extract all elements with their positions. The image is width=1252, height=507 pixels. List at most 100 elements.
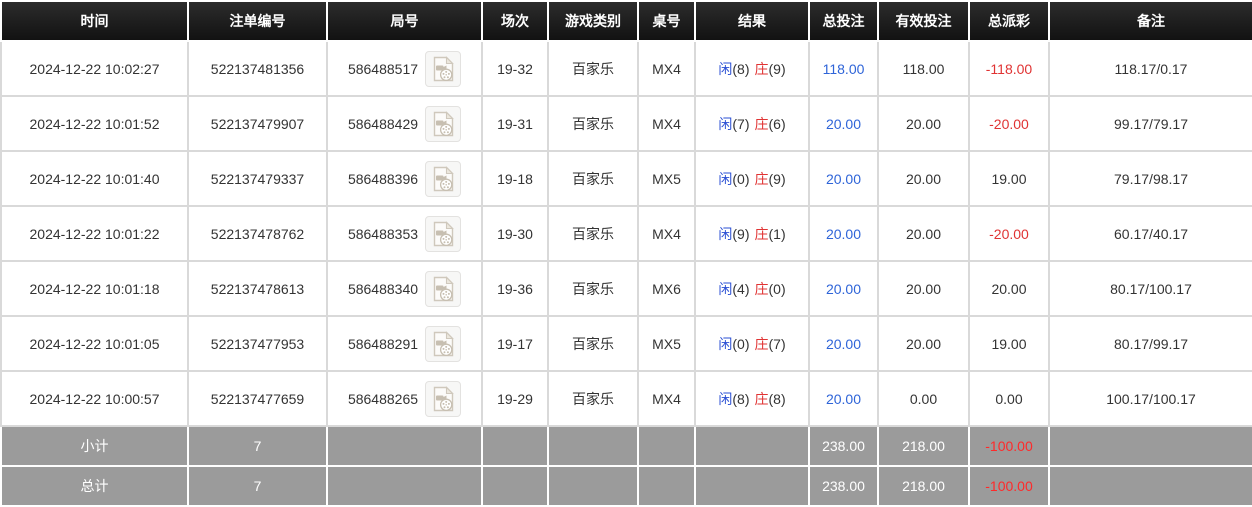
- result-player-score: (8): [732, 390, 750, 407]
- table-footer: 小计 7 238.00 218.00 -100.00 总计 7: [0, 425, 1252, 507]
- game-type-cell: 百家乐: [547, 315, 639, 372]
- game-type-cell: 百家乐: [547, 95, 639, 152]
- total-empty-result: [694, 465, 810, 507]
- payout-cell: -20.00: [968, 205, 1050, 262]
- payout-value: 0.00: [995, 390, 1023, 407]
- video-replay-button[interactable]: [425, 325, 462, 362]
- result-cell: 闲(9) 庄(1): [694, 205, 810, 262]
- result-banker-score: (7): [768, 335, 786, 352]
- result-cell: 闲(7) 庄(6): [694, 95, 810, 152]
- payout-cell: 19.00: [968, 315, 1050, 372]
- subtotal-empty-remark: [1048, 425, 1252, 467]
- result-player-score: (7): [732, 115, 750, 132]
- subtotal-count: 7: [187, 425, 328, 467]
- table-row: 2024-12-22 10:01:22 522137478762 5864883…: [0, 205, 1252, 262]
- total-bet-value[interactable]: 20.00: [825, 115, 862, 132]
- table-row: 2024-12-22 10:00:57 522137477659 5864882…: [0, 370, 1252, 427]
- result-banker-score: (9): [768, 60, 786, 77]
- total-bet-value[interactable]: 20.00: [825, 390, 862, 407]
- remark-cell: 80.17/99.17: [1048, 315, 1252, 372]
- header-payout: 总派彩: [968, 0, 1050, 42]
- bet-id-cell: 522137479907: [187, 95, 328, 152]
- table-row: 2024-12-22 10:02:27 522137481356 5864885…: [0, 40, 1252, 97]
- result-banker-label: 庄: [754, 335, 769, 352]
- total-bet-value[interactable]: 20.00: [825, 170, 862, 187]
- header-bet-id: 注单编号: [187, 0, 328, 42]
- subtotal-empty-round: [326, 425, 483, 467]
- video-replay-icon: [433, 165, 454, 191]
- round-number: 586488265: [347, 390, 419, 407]
- valid-bet-cell: 20.00: [877, 205, 970, 262]
- round-number: 586488353: [347, 225, 419, 242]
- table-no-cell: MX6: [637, 260, 696, 317]
- total-bet-value[interactable]: 20.00: [825, 225, 862, 242]
- total-label: 总计: [0, 465, 189, 507]
- valid-bet-cell: 20.00: [877, 260, 970, 317]
- result-cell: 闲(8) 庄(9): [694, 40, 810, 97]
- remark-cell: 100.17/100.17: [1048, 370, 1252, 427]
- result-player-score: (8): [732, 60, 750, 77]
- subtotal-empty-result: [694, 425, 810, 467]
- bet-id-cell: 522137478762: [187, 205, 328, 262]
- payout-value: 19.00: [991, 335, 1027, 352]
- total-bet-value[interactable]: 118.00: [822, 60, 865, 77]
- video-replay-button[interactable]: [425, 215, 462, 252]
- subtotal-valid-bet: 218.00: [877, 425, 970, 467]
- result-banker-label: 庄: [754, 115, 769, 132]
- total-bet-cell: 20.00: [808, 150, 879, 207]
- subtotal-payout: -100.00: [968, 425, 1050, 467]
- subtotal-label: 小计: [0, 425, 189, 467]
- video-replay-button[interactable]: [425, 270, 462, 307]
- result-player-label: 闲: [718, 225, 733, 242]
- video-replay-icon: [433, 385, 454, 411]
- bet-id-cell: 522137481356: [187, 40, 328, 97]
- total-payout: -100.00: [968, 465, 1050, 507]
- result-banker-label: 庄: [754, 60, 769, 77]
- total-bet-cell: 20.00: [808, 95, 879, 152]
- video-replay-button[interactable]: [425, 380, 462, 417]
- video-replay-button[interactable]: [425, 160, 462, 197]
- result-banker-score: (9): [768, 170, 786, 187]
- session-cell: 19-17: [481, 315, 549, 372]
- round-cell: 586488353: [326, 205, 483, 262]
- time-cell: 2024-12-22 10:01:22: [0, 205, 189, 262]
- total-bet-cell: 20.00: [808, 315, 879, 372]
- game-type-cell: 百家乐: [547, 40, 639, 97]
- bet-id-cell: 522137477953: [187, 315, 328, 372]
- session-cell: 19-31: [481, 95, 549, 152]
- remark-cell: 118.17/0.17: [1048, 40, 1252, 97]
- session-cell: 19-30: [481, 205, 549, 262]
- table-body: 2024-12-22 10:02:27 522137481356 5864885…: [0, 40, 1252, 427]
- total-bet-value[interactable]: 20.00: [825, 280, 862, 297]
- remark-cell: 79.17/98.17: [1048, 150, 1252, 207]
- valid-bet-cell: 20.00: [877, 315, 970, 372]
- bet-id-cell: 522137478613: [187, 260, 328, 317]
- result-player-score: (4): [732, 280, 750, 297]
- video-replay-button[interactable]: [425, 105, 462, 142]
- game-type-cell: 百家乐: [547, 205, 639, 262]
- result-player-score: (0): [732, 170, 750, 187]
- result-cell: 闲(0) 庄(7): [694, 315, 810, 372]
- total-empty-remark: [1048, 465, 1252, 507]
- round-cell: 586488340: [326, 260, 483, 317]
- result-banker-score: (1): [768, 225, 786, 242]
- round-number: 586488291: [347, 335, 419, 352]
- header-remark: 备注: [1048, 0, 1252, 42]
- total-empty-table-no: [637, 465, 696, 507]
- video-replay-icon: [433, 55, 454, 81]
- result-player-label: 闲: [718, 280, 733, 297]
- time-cell: 2024-12-22 10:01:05: [0, 315, 189, 372]
- result-player-score: (0): [732, 335, 750, 352]
- payout-cell: 19.00: [968, 150, 1050, 207]
- video-replay-button[interactable]: [425, 50, 462, 87]
- payout-value: 19.00: [991, 170, 1027, 187]
- round-cell: 586488265: [326, 370, 483, 427]
- payout-value: -20.00: [989, 225, 1029, 242]
- result-banker-score: (8): [768, 390, 786, 407]
- total-empty-game-type: [547, 465, 639, 507]
- result-player-label: 闲: [718, 335, 733, 352]
- total-bet-value[interactable]: 20.00: [825, 335, 862, 352]
- subtotal-row: 小计 7 238.00 218.00 -100.00: [0, 425, 1252, 467]
- total-row: 总计 7 238.00 218.00 -100.00: [0, 465, 1252, 507]
- header-result: 结果: [694, 0, 810, 42]
